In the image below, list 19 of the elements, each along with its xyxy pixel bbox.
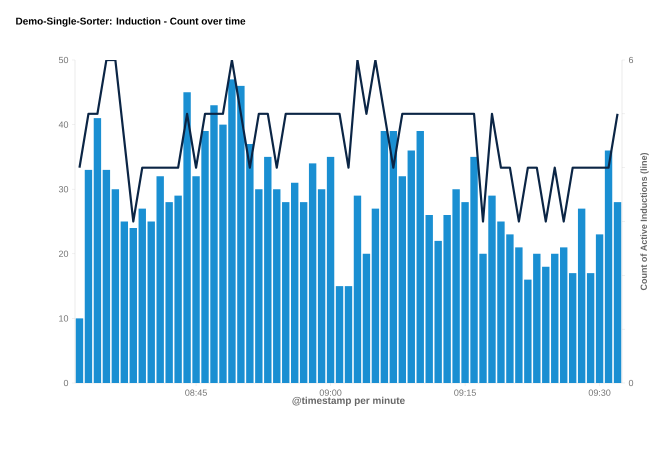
bar — [479, 254, 487, 383]
bar — [344, 286, 352, 383]
y-tick-label: 30 — [58, 186, 68, 192]
y2-axis-title: Count of Active Inductions (line) — [640, 152, 649, 290]
x-tick-label: 09:15 — [454, 390, 476, 396]
y-tick-label: 40 — [58, 121, 68, 128]
y-tick-label: 20 — [58, 250, 68, 257]
y-tick-label: 0 — [64, 380, 68, 386]
y2-tick-label: 6 — [628, 56, 634, 64]
x-tick-label: 09:30 — [588, 390, 610, 396]
x-tick-label: 08:45 — [185, 390, 207, 396]
y2-tick-label: 0 — [628, 380, 634, 386]
bar — [76, 318, 84, 383]
y-tick-label: 50 — [58, 56, 68, 64]
x-tick-label: 09:00 — [320, 390, 342, 396]
bar — [210, 105, 218, 383]
y-tick-label: 10 — [59, 315, 68, 322]
x-axis-title: @timestamp per minute — [292, 396, 405, 406]
chart-title: Demo-Single-Sorter: Induction - Count over time — [16, 17, 246, 27]
